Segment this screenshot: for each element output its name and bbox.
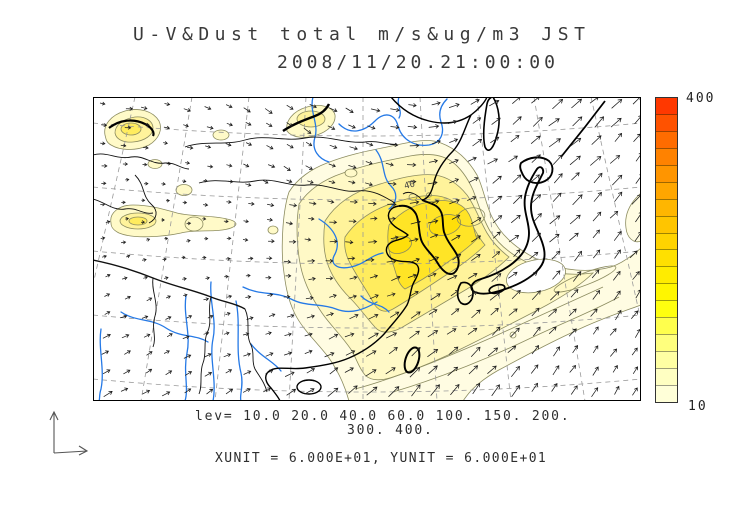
rivers-layer: [98, 97, 448, 401]
river-ganges: [120, 311, 209, 343]
border-india-1: [152, 277, 157, 348]
colorbar-block: [656, 130, 677, 148]
dust-ring-sea-of-japan: [456, 207, 486, 227]
x-axis-arrowhead-icon: [78, 445, 89, 456]
map-frame: [93, 97, 641, 401]
colorbar-block: [656, 181, 677, 199]
border-centralasia-2: [134, 174, 157, 224]
band-stripe-2: [354, 286, 604, 390]
contour-value-label: 40: [403, 179, 416, 191]
border-centralasia-1: [93, 153, 190, 170]
island-hokkaido: [519, 156, 554, 184]
colorbar-block: [656, 368, 677, 385]
river-yangtze: [242, 286, 378, 313]
band-stripe-1: [392, 296, 620, 393]
dust-patch-tarim-core: [120, 122, 142, 136]
border-india-2: [198, 296, 212, 395]
colorbar-block: [656, 317, 677, 335]
colorbar-block: [656, 334, 677, 352]
river-salween: [184, 295, 189, 401]
river-red: [250, 343, 282, 372]
colorbar-block: [656, 113, 677, 131]
river-amur: [338, 98, 448, 146]
axis-units-label: XUNIT = 6.000E+01, YUNIT = 6.000E+01: [215, 451, 548, 466]
island-taiwan: [403, 346, 421, 374]
river-pearl: [235, 300, 243, 401]
band-inner-ring: [553, 265, 617, 293]
river-left-edge: [98, 328, 103, 401]
island-kuril-chain: [560, 100, 606, 158]
dust-patch-small-1: [212, 129, 230, 141]
colorbar-block: [656, 198, 677, 216]
lake-ridge-tarim: [108, 119, 155, 137]
dust-patch-plateau-core: [128, 216, 148, 226]
contour-levels-line-2: 300. 400.: [347, 423, 434, 438]
border-himalaya: [93, 259, 246, 310]
dust-patch-small-5: [344, 168, 358, 178]
dust-contours-layer: [104, 105, 641, 401]
dust-patch-plateau-blob: [184, 216, 204, 232]
y-axis-arrowhead-icon: [49, 410, 59, 421]
contour-ring-b: [425, 192, 432, 198]
wind-arrows: [99, 97, 641, 398]
coast-china: [265, 205, 420, 401]
contour-ring-a: [408, 193, 418, 201]
x-axis-arrow: [53, 450, 88, 454]
river-north-2: [397, 97, 401, 119]
wind-vectors-layer: [99, 97, 641, 398]
colorbar-block: [656, 249, 677, 267]
colorbar-block: [656, 147, 677, 165]
border-mongolia-north: [184, 136, 398, 148]
colorbar-block: [656, 164, 677, 182]
dust-patch-small-4: [267, 225, 279, 235]
island-sakhalin: [482, 97, 500, 151]
river-lower-yangtze: [360, 295, 390, 313]
colorbar-block: [656, 232, 677, 250]
border-myanmar: [244, 308, 268, 393]
colorbar-block: [656, 283, 677, 301]
river-yellow: [318, 218, 384, 269]
river-mekong: [210, 281, 215, 401]
colorbar-block: [656, 384, 677, 402]
dust-band-tip: [625, 192, 641, 243]
border-ne-china: [402, 191, 423, 201]
coast-okhotsk: [390, 97, 488, 124]
island-hainan: [296, 379, 322, 395]
borders-layer: [93, 136, 423, 395]
island-kyushu: [456, 281, 474, 306]
dust-tiny-ring: [509, 331, 517, 339]
reference-axes: [49, 410, 89, 456]
colorbar-block: [656, 300, 677, 318]
border-mongolia-south: [198, 179, 396, 204]
island-honshu: [470, 166, 546, 295]
plot-title: U-V&Dust total m/s&ug/m3 JST: [133, 24, 591, 45]
colorbar-block: [656, 351, 677, 368]
colorbar-min-label: 10: [688, 399, 708, 414]
colorbar-max-label: 400: [686, 91, 716, 106]
map-canvas: 40: [93, 97, 641, 401]
colorbar: [655, 97, 678, 403]
colorbar-block: [656, 266, 677, 284]
colorbar-block: [656, 98, 677, 114]
contour-levels-line-1: lev= 10.0 20.0 40.0 60.0 100. 150. 200.: [195, 409, 571, 424]
colorbar-block: [656, 215, 677, 233]
plot-timestamp: 2008/11/20.21:00:00: [277, 52, 559, 73]
coast-primorye: [421, 114, 472, 201]
